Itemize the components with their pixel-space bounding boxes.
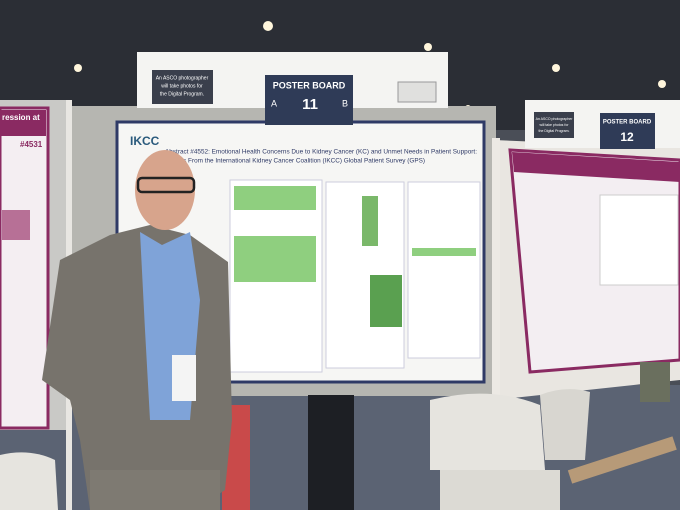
light [552, 64, 560, 72]
poster-bar-chart [370, 275, 402, 327]
chair-seat [440, 470, 560, 510]
photographer-note: An ASCO photographer [156, 75, 209, 81]
chair [430, 393, 545, 470]
light [263, 21, 273, 31]
poster-title-line: Results From the International Kidney Ca… [165, 158, 425, 165]
floor-map-icon [397, 81, 437, 103]
person-trousers [90, 470, 220, 510]
left-poster-heading: ression at [2, 113, 40, 122]
board-number-box [600, 113, 655, 149]
photographer-note: the Digital Program. [539, 129, 570, 133]
side-label: A [271, 98, 277, 108]
background-person [640, 362, 670, 402]
right-poster-figure [599, 194, 679, 286]
board-label: POSTER BOARD [273, 80, 346, 90]
person-head [135, 150, 195, 230]
person-badge [172, 355, 196, 401]
board-number-box [265, 75, 353, 125]
background-person [308, 395, 354, 510]
light [74, 64, 82, 72]
photographer-note: the Digital Program. [160, 91, 204, 97]
poster-title-line: Abstract #4552: Emotional Health Concern… [165, 149, 477, 156]
light [424, 43, 432, 51]
photographer-note: will take photos for [540, 123, 570, 127]
left-poster-abstract: #4531 [20, 140, 43, 149]
photographer-note-box [534, 112, 574, 138]
board-number: 12 [620, 130, 634, 144]
poster-bar-chart [362, 196, 378, 246]
poster-table-header [234, 186, 316, 210]
board-number: 11 [302, 96, 318, 113]
side-label: B [342, 98, 348, 108]
chair [0, 452, 58, 510]
poster-table-header [412, 248, 476, 256]
board-label: POSTER BOARD [603, 120, 652, 126]
light [658, 80, 666, 88]
left-poster-chart [2, 210, 30, 240]
left-poster [0, 106, 50, 430]
wooden-rail [567, 436, 677, 484]
chair [540, 389, 590, 460]
right-poster-header [512, 152, 680, 182]
ikcc-logo: IKCC [130, 134, 160, 148]
photographer-note-box [152, 70, 213, 104]
poster-column [407, 181, 481, 359]
photographer-note: An ASCO photographer [536, 117, 574, 121]
photographer-note: will take photos for [161, 83, 203, 89]
poster-table-block [234, 236, 316, 282]
left-poster-header [0, 110, 46, 136]
board-post [492, 138, 500, 498]
person-glasses [136, 176, 196, 194]
